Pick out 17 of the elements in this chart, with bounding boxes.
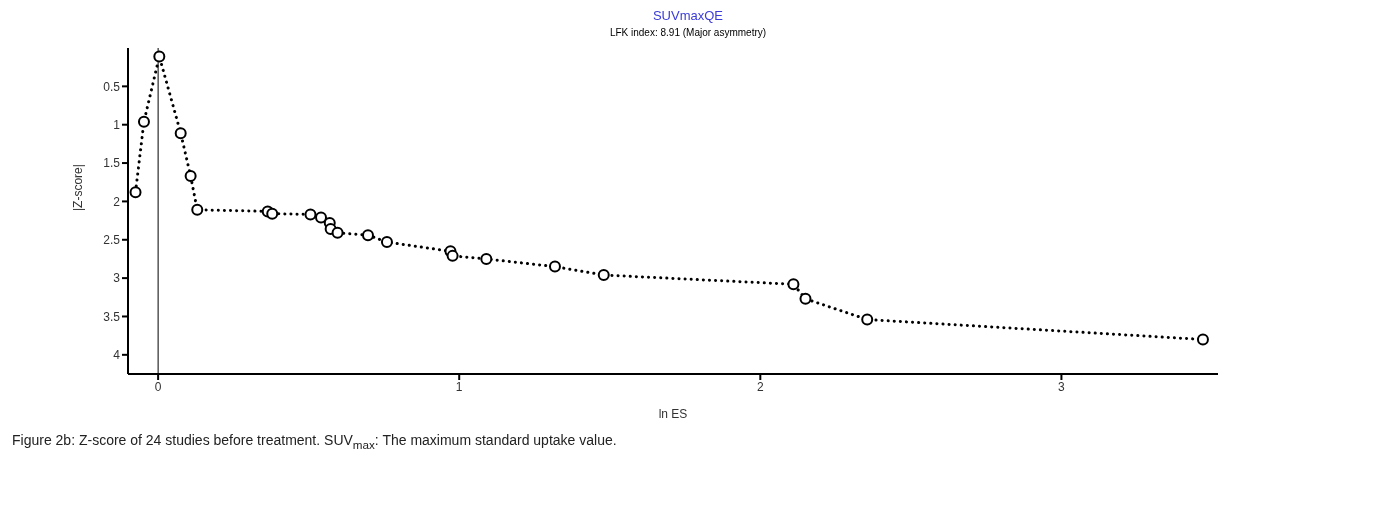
chart-subtitle: LFK index: 8.91 (Major asymmetry) [608, 27, 768, 38]
y-tick-label: 4 [113, 348, 121, 363]
y-tick-label: 2.5 [103, 233, 121, 248]
x-tick-label: 2 [756, 379, 764, 394]
y-tick-label: 3.5 [103, 309, 121, 324]
caption: Figure 2b: Z-score of 24 studies before treatment. SUV$_{max}$: The maximum standard uptake value. [12, 432, 618, 451]
x-axis-title: ln ES [658, 407, 688, 421]
chart-title: SUVmaxQE [651, 8, 725, 23]
y-tick-label: 3 [113, 271, 121, 286]
y-tick-label: 1 [113, 117, 121, 132]
x-tick-label: 1 [455, 379, 463, 394]
y-tick-label: 0.5 [103, 79, 121, 94]
y-tick-label: 2 [113, 194, 121, 209]
x-tick-label: 0 [154, 379, 162, 394]
y-axis-title: |Z-score| [71, 164, 86, 211]
x-tick-label: 3 [1058, 379, 1066, 394]
y-tick-label: 1.5 [103, 156, 121, 171]
